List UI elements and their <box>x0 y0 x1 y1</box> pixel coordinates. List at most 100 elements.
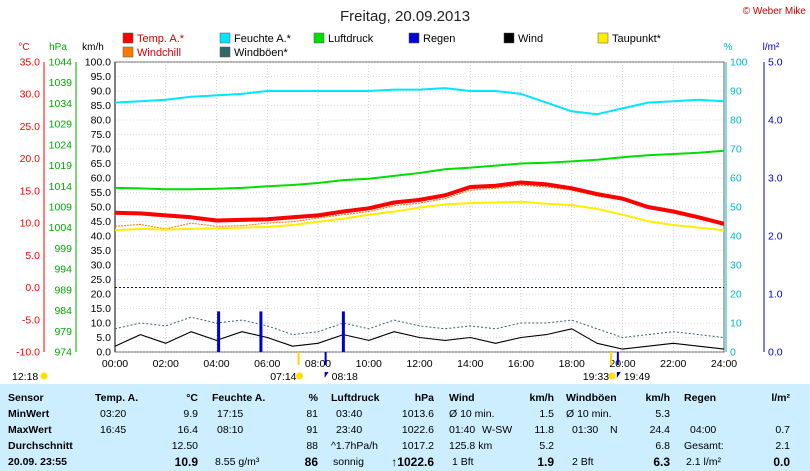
moon-icon <box>616 372 621 378</box>
legend-swatch <box>122 32 134 44</box>
tick-label-temp_c: -10.0 <box>16 347 40 359</box>
tick-label-pressure_hpa: 984 <box>54 305 72 317</box>
legend-swatch <box>313 32 325 44</box>
row-label-current: 20.09. 23:55 <box>8 456 67 468</box>
tick-label-humidity_pct: 60 <box>730 173 742 185</box>
tick-label-humidity_pct: 0 <box>730 347 736 359</box>
tick-label-wind_kmh: 25.0 <box>91 274 112 286</box>
series-line-temp-a <box>114 180 725 226</box>
legend-label: Regen <box>423 33 455 45</box>
pressure-min: 1013.6 <box>401 408 434 420</box>
tick-label-pressure_hpa: 999 <box>54 243 72 255</box>
tick-label-humidity_pct: 20 <box>730 289 742 301</box>
legend-swatch <box>503 32 515 44</box>
rain-bar <box>259 311 263 352</box>
legend-swatch <box>408 32 420 44</box>
tick-label-wind_kmh: 65.0 <box>91 158 112 170</box>
gust-header: Windböen <box>566 392 617 404</box>
axis-label-wind: km/h <box>82 42 104 53</box>
chart-grid <box>115 61 724 353</box>
tick-label-pressure_hpa: 989 <box>54 284 72 296</box>
rain-current: 0.0 <box>773 455 790 469</box>
humidity-abs: 8.55 g/m³ <box>215 456 260 468</box>
rain-bar <box>217 311 221 352</box>
tick-label-wind_kmh: 55.0 <box>91 187 112 199</box>
tick-label-temp_c: -5.0 <box>22 314 40 326</box>
tick-label-rain_l: 0.0 <box>768 347 783 359</box>
humidity-max: 91 <box>306 424 318 436</box>
row-label-sensor: Sensor <box>8 392 44 404</box>
weather-chart: Freitag, 20.09.2013 © Weber Mike Temp. A… <box>12 6 807 383</box>
axis-label-rain: l/m² <box>763 42 780 53</box>
tick-label-pressure_hpa: 979 <box>54 326 72 338</box>
pressure-max: 1022.6 <box>401 424 434 436</box>
chart-series <box>114 87 725 352</box>
tick-label-humidity_pct: 10 <box>730 318 742 330</box>
temp-min: 9.9 <box>183 408 198 420</box>
tick-label-pressure_hpa: 1024 <box>49 139 73 151</box>
tick-label-wind_kmh: 50.0 <box>91 202 112 214</box>
tick-label-pressure_hpa: 1034 <box>49 98 73 110</box>
chart-credit: © Weber Mike <box>743 6 807 17</box>
tick-label-pressure_hpa: 1004 <box>49 222 73 234</box>
chart-legend: Temp. A.* Feuchte A.* Luftdruck Regen Wind Ta… <box>122 32 662 59</box>
tick-label-humidity_pct: 30 <box>730 260 742 272</box>
tick-label-rain_l: 4.0 <box>768 115 783 127</box>
rain-total: 2.1 <box>775 440 790 452</box>
tick-label-humidity_pct: 40 <box>730 231 742 243</box>
axis-label-pressure: hPa <box>49 42 67 53</box>
temp-min-time: 03:20 <box>100 408 127 420</box>
legend-label: Wind <box>518 33 543 45</box>
sun-time-label: 07:14 <box>270 371 296 383</box>
x-tick-label: 12:00 <box>406 358 432 370</box>
sun-icon <box>296 372 304 380</box>
rain-unit: l/m² <box>771 392 790 404</box>
wind-bft: 1 Bft <box>452 456 474 468</box>
series-line-windb-en <box>114 316 725 338</box>
gust-unit: km/h <box>645 392 670 404</box>
humidity-current: 86 <box>304 455 318 469</box>
pressure-trend: ^1.7hPa/h <box>331 440 378 452</box>
axis-label-temp: °C <box>18 42 29 53</box>
x-tick-label: 06:00 <box>254 358 280 370</box>
legend-label: Windchill <box>137 47 181 59</box>
tick-label-temp_c: 0.0 <box>25 282 40 294</box>
tick-label-humidity_pct: 80 <box>730 115 742 127</box>
tick-label-wind_kmh: 45.0 <box>91 216 112 228</box>
x-tick-label: 08:00 <box>305 358 331 370</box>
x-tick-label: 10:00 <box>356 358 382 370</box>
x-tick-label: 18:00 <box>559 358 585 370</box>
gust-avg2: 6.8 <box>655 440 670 452</box>
gust-avg-label: Ø 10 min. <box>566 408 612 420</box>
tick-label-wind_kmh: 70.0 <box>91 144 112 156</box>
wind-header: Wind <box>449 392 475 404</box>
x-tick-label: 04:00 <box>203 358 229 370</box>
rain-total-label: Gesamt: <box>684 440 724 452</box>
tick-label-wind_kmh: 100.0 <box>85 57 111 69</box>
series-line-feuchte-a <box>114 87 725 116</box>
sun-time-label: 19:33 <box>583 371 609 383</box>
gust-max: 24.4 <box>649 424 670 436</box>
sun-icon <box>608 372 616 380</box>
wind-avg-label: Ø 10 min. <box>449 408 495 420</box>
tick-label-pressure_hpa: 1019 <box>49 160 73 172</box>
x-tick-label: 20:00 <box>609 358 635 370</box>
legend-label: Luftdruck <box>328 33 374 45</box>
tick-label-wind_kmh: 5.0 <box>96 332 111 344</box>
series-line-luftdruck <box>114 149 725 191</box>
humidity-unit: % <box>308 392 318 404</box>
pressure-max-time: 23:40 <box>336 424 363 436</box>
tick-label-wind_kmh: 20.0 <box>91 289 112 301</box>
tick-label-pressure_hpa: 1044 <box>49 57 73 69</box>
tick-label-rain_l: 2.0 <box>768 231 783 243</box>
x-tick-label: 00:00 <box>102 358 128 370</box>
gust-current: 6.3 <box>653 455 670 469</box>
sun-moon-events: 07:14 08:18 19:33 19:49 12:18 <box>12 352 650 383</box>
tick-label-rain_l: 5.0 <box>768 57 783 69</box>
temp-unit: °C <box>186 392 198 404</box>
tick-label-pressure_hpa: 1029 <box>49 119 73 131</box>
series-line-taupunkt <box>114 200 725 232</box>
legend-label: Windböen* <box>234 47 289 59</box>
humidity-min-time: 17:15 <box>217 408 244 420</box>
pressure-avg: 1017.2 <box>401 440 434 452</box>
